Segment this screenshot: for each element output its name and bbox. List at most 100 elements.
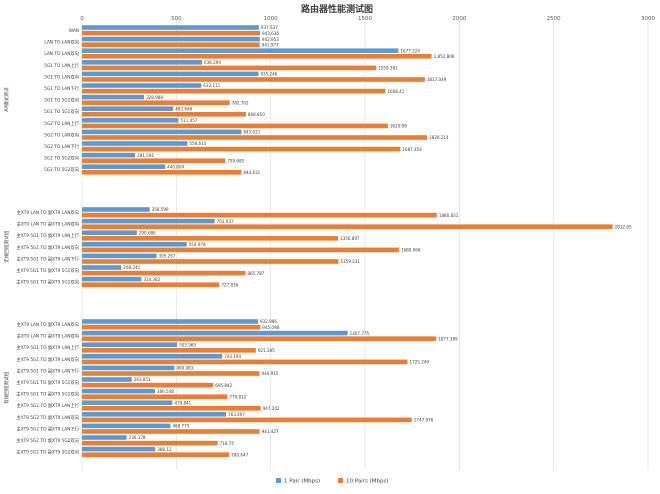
data-label-10-pairs: 1359.231 [340, 259, 360, 264]
category-label: 主XT9 5G1 TO 副XT9 5G1双向 [16, 267, 79, 274]
data-label-1-pair: 468.775 [172, 424, 189, 429]
data-label-1-pair: 328.988 [146, 95, 163, 100]
data-label-1-pair: 236.378 [129, 435, 146, 440]
category-label: 主XT9 5G1 TO 副XT9 LAN双向 [16, 356, 79, 363]
bar-10-pairs [82, 224, 613, 229]
category-label: 5G1 TO 5G1双向 [44, 108, 79, 115]
bar-10-pairs [82, 30, 261, 36]
bar-1-pair [82, 164, 166, 169]
x-tick-label: 1500 [358, 16, 372, 22]
data-label-1-pair: 511.457 [180, 118, 197, 123]
data-label-1-pair: 558.611 [189, 141, 206, 146]
bar-10-pairs [82, 394, 228, 399]
category-label: 主XT9 5G1 TO 副XT9 LAN上行 [16, 344, 79, 351]
bar-1-pair [82, 265, 122, 270]
data-label-10-pairs: 865.787 [247, 271, 264, 276]
legend-swatch-1-pair [276, 478, 281, 483]
category-label: 5G2 TO LAN下行 [44, 143, 79, 150]
data-label-10-pairs: 941.977 [262, 42, 279, 47]
data-label-1-pair: 263.851 [134, 377, 151, 382]
bar-10-pairs [82, 247, 399, 253]
data-label-1-pair: 932.986 [260, 319, 277, 324]
data-label-10-pairs: 1747.976 [414, 418, 434, 423]
data-label-10-pairs: 921.285 [258, 348, 275, 353]
data-label-10-pairs: 770.812 [229, 394, 246, 399]
data-label-1-pair: 503.969 [179, 342, 196, 347]
bar-1-pair [82, 435, 127, 440]
data-label-1-pair: 440.804 [167, 164, 184, 169]
data-label-1-pair: 386.548 [157, 389, 174, 394]
bar-1-pair [82, 242, 187, 247]
data-label-1-pair: 314.382 [143, 277, 160, 282]
bar-1-pair [82, 207, 150, 212]
category-label: 5G2 TO 5G2双向 [44, 166, 79, 173]
data-label-1-pair: 290.686 [139, 230, 156, 235]
chart-title: 路由器性能测试图 [301, 3, 373, 15]
category-label: 5G2 TO 5G2双向 [44, 155, 79, 162]
category-label: 5G2 TO LAN双向 [44, 131, 79, 138]
group-label: AP模式测试 [3, 87, 10, 112]
bar-1-pair [82, 60, 203, 65]
bar-10-pairs [82, 77, 425, 82]
bar-10-pairs [82, 146, 401, 152]
data-label-1-pair: 703.037 [217, 219, 234, 224]
category-label: 主XT9 5G1 TO 副XT9 LAN下行 [16, 367, 79, 374]
bar-10-pairs [82, 54, 432, 59]
bar-10-pairs [82, 324, 261, 330]
category-label: LAN TO LAN双向 [44, 50, 79, 57]
bar-1-pair [82, 71, 259, 77]
data-label-10-pairs: 1608.41 [387, 89, 404, 94]
bar-1-pair [82, 218, 215, 224]
x-tick-label: 1000 [264, 16, 278, 22]
data-label-10-pairs: 695.842 [215, 383, 232, 388]
bar-10-pairs [82, 170, 242, 175]
data-label-10-pairs: 945.098 [262, 325, 279, 330]
group-label: 无线回程测试组 [3, 230, 10, 263]
data-label-10-pairs: 1880.831 [439, 213, 459, 218]
category-label: 主XT9 5G1 TO 副XT9 LAN上行 [16, 232, 79, 239]
data-label-1-pair: 388.12 [157, 447, 172, 452]
bar-10-pairs [82, 406, 261, 411]
bar-1-pair [82, 330, 348, 336]
data-label-1-pair: 632.111 [203, 83, 220, 88]
category-label: 主XT9 LAN TO 副XT9 LAN双向 [17, 209, 79, 216]
bar-1-pair [82, 129, 242, 135]
category-label: 5G1 TO LAN下行 [44, 85, 79, 92]
bar-10-pairs [82, 440, 218, 446]
legend: 1 Pair (Mbps) 10 Pairs (Mbps) [276, 478, 388, 485]
bar-1-pair [82, 276, 142, 282]
data-label-1-pair: 1677.224 [400, 48, 420, 53]
bar-10-pairs [82, 371, 260, 376]
x-tick-label: 2000 [452, 16, 466, 22]
bar-1-pair [82, 446, 156, 452]
bar-10-pairs [82, 88, 386, 94]
data-label-10-pairs: 1829.214 [429, 135, 449, 140]
data-label-1-pair: 937.537 [261, 25, 278, 30]
data-label-1-pair: 478.841 [174, 400, 191, 405]
data-label-10-pairs: 1356.897 [340, 236, 360, 241]
bar-1-pair [82, 118, 179, 123]
data-label-10-pairs: 1817.049 [427, 77, 447, 82]
grid [81, 20, 649, 470]
bar-10-pairs [82, 417, 412, 423]
bar-1-pair [82, 36, 260, 42]
data-label-1-pair: 208.241 [123, 265, 140, 270]
data-label-10-pairs: 941.427 [262, 429, 279, 434]
category-label: 主XT9 5G2 TO 副XT9 LAN上行 [16, 402, 79, 409]
data-label-10-pairs: 943.636 [262, 31, 279, 36]
group-label: 有线回程测试组 [3, 371, 10, 404]
bar-1-pair [82, 141, 188, 146]
category-label: 主XT9 5G1 TO 副XT9 5G1双向 [16, 379, 79, 386]
data-label-10-pairs: 1,852.806 [434, 54, 455, 59]
category-label: 主XT9 5G1 TO 副XT9 5G1双向 [16, 391, 79, 398]
category-label: 5G1 TO LAN上行 [44, 62, 79, 69]
data-label-1-pair: 281.591 [137, 153, 154, 158]
x-tick-label: 500 [171, 16, 182, 22]
bar-10-pairs [82, 123, 388, 129]
bar-1-pair [82, 412, 227, 417]
bar-10-pairs [82, 158, 226, 163]
legend-label-1-pair: 1 Pair (Mbps) [284, 479, 320, 485]
bar-10-pairs [82, 282, 220, 287]
data-label-10-pairs: 718.75 [220, 441, 235, 446]
